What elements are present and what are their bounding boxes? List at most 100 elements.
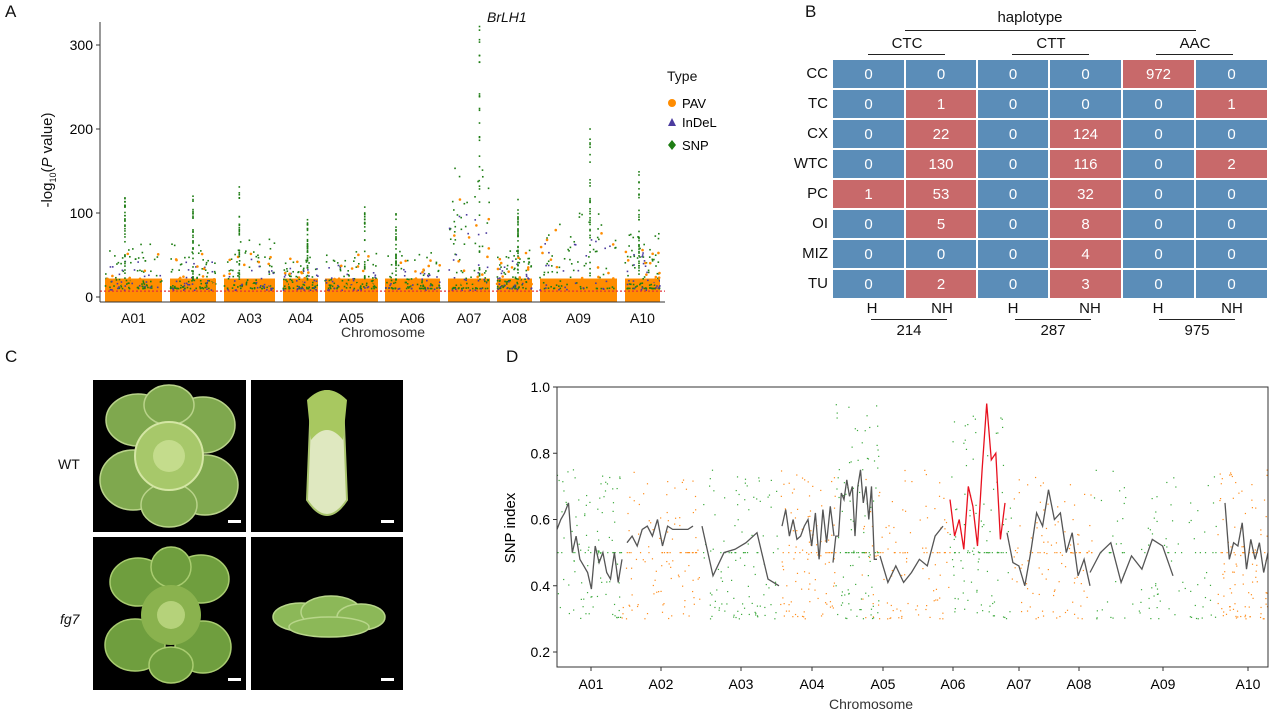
snp-index-point [1106, 601, 1109, 603]
snp-index-point [659, 537, 661, 540]
haplotype-underline [1012, 54, 1089, 55]
snp-point [653, 258, 655, 261]
snp-index-point [628, 530, 630, 532]
snp-index-point [1077, 533, 1079, 536]
pav-point [457, 259, 460, 263]
snp-index-point [559, 606, 561, 609]
snp-index-point [871, 545, 874, 547]
indel-point [590, 239, 593, 241]
snp-index-point [698, 577, 700, 579]
snp-index-point [1219, 499, 1221, 502]
snp-point [299, 265, 302, 267]
snp-index-point [1260, 613, 1262, 615]
snp-index-point [872, 605, 874, 607]
snp-index-point [596, 530, 599, 533]
snp-index-point [964, 608, 966, 610]
indel-point [255, 281, 258, 284]
snp-index-point [989, 552, 991, 554]
snp-point [358, 262, 360, 265]
snp-index-point [1235, 615, 1237, 618]
snp-index-point [983, 524, 985, 526]
snp-point [569, 258, 571, 261]
snp-point [249, 287, 252, 289]
snp-point [297, 271, 300, 273]
snp-point [255, 255, 258, 258]
indel-point [609, 245, 611, 248]
indel-point [271, 287, 273, 290]
snp-point [465, 277, 468, 280]
snp-index-point [1230, 472, 1232, 474]
snp-peak-point [589, 212, 591, 215]
snp-index-point [820, 555, 822, 557]
snp-index-point [755, 612, 757, 614]
snp-peak-point [124, 204, 126, 207]
indel-point [448, 269, 451, 271]
snp-index-point [1017, 547, 1019, 549]
snp-point [487, 187, 490, 190]
indel-point [626, 283, 629, 286]
snp-point [193, 279, 196, 282]
snp-index-point [889, 532, 891, 534]
snp-point [197, 252, 200, 255]
legend: Type PAV InDeL SNP [667, 68, 717, 153]
snp-index-point [1212, 502, 1215, 504]
snp-point [460, 216, 462, 219]
snp-point [496, 276, 499, 278]
snp-index-point [774, 584, 777, 586]
snp-peak-point [638, 174, 640, 176]
snp-index-point [735, 616, 737, 619]
snp-index-point [989, 605, 991, 607]
snp-index-point [597, 553, 599, 555]
snp-index-point [841, 602, 844, 604]
snp-index-point [652, 584, 654, 587]
snp-index-point [1194, 552, 1197, 554]
snp-point [333, 282, 336, 285]
snp-peak-point [192, 277, 194, 280]
snp-index-point [692, 552, 694, 554]
snp-point [153, 258, 156, 261]
snp-index-point [828, 539, 830, 541]
snp-point [141, 251, 144, 254]
snp-index-point [592, 606, 594, 608]
table-cell: 0 [978, 60, 1048, 88]
snp-index-point [954, 611, 956, 613]
snp-peak-point [517, 246, 519, 249]
indel-point [511, 287, 513, 290]
snp-peak-point [478, 54, 481, 57]
pav-point [247, 283, 251, 286]
snp-index-point [872, 617, 875, 619]
y-ticks: 0.20.40.60.81.0 [531, 379, 557, 660]
snp-point [505, 256, 508, 258]
snp-point [551, 270, 554, 273]
snp-point [516, 282, 519, 285]
snp-index-point [808, 541, 811, 543]
x-tick-label: A03 [729, 676, 754, 692]
total-divider [1015, 319, 1091, 320]
snp-index-point [697, 578, 699, 580]
snp-index-point [1251, 507, 1254, 509]
snp-peak-point [395, 262, 397, 264]
snp-point [264, 256, 266, 258]
snp-peak-point [124, 254, 126, 256]
table-cell: 3 [1050, 270, 1121, 298]
snp-point [200, 250, 202, 252]
snp-point [523, 260, 525, 263]
snp-point [387, 255, 389, 257]
snp-index-point [591, 596, 593, 598]
snp-index-point [925, 505, 927, 507]
indel-point [183, 285, 186, 287]
snp-point [199, 279, 202, 282]
snp-index-point [724, 497, 726, 499]
snp-index-point [864, 430, 866, 432]
snp-point [642, 256, 645, 258]
x-tick-label: A02 [649, 676, 674, 692]
snp-index-point [906, 557, 908, 560]
pav-point [658, 271, 661, 275]
snp-point [649, 248, 651, 251]
snp-index-point [668, 563, 670, 565]
snp-index-line-A03 [701, 525, 780, 587]
snp-index-point [606, 483, 609, 485]
snp-point [347, 279, 350, 281]
snp-peak-point [638, 218, 640, 221]
pav-point [307, 271, 310, 274]
